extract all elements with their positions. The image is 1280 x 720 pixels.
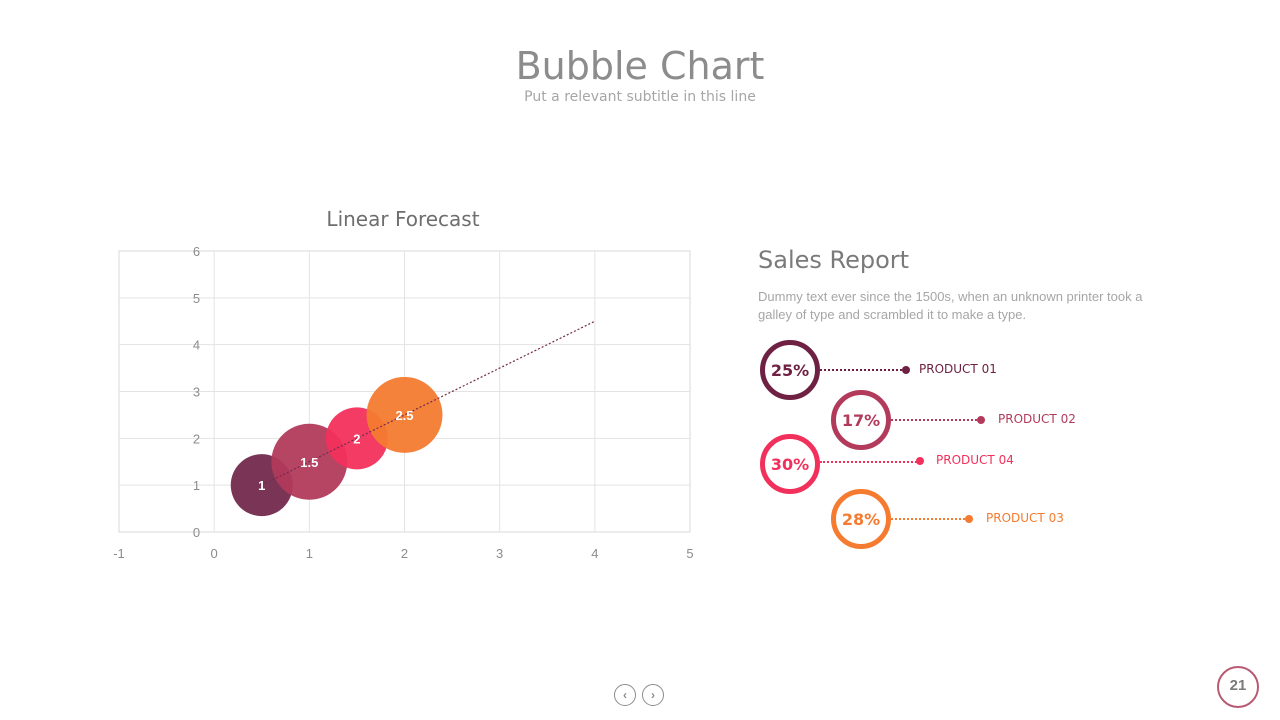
chart-title: Linear Forecast [326,207,480,231]
product-connector [891,419,981,421]
bubble-label: 1.5 [300,455,318,470]
product-label: PRODUCT 04 [936,453,1014,467]
product-ring-03: 28% [831,489,891,549]
page-number: 21 [1229,677,1247,694]
next-slide-button[interactable]: › [642,684,664,706]
chevron-left-icon: ‹ [623,688,627,702]
bubble-label: 2.5 [395,408,413,423]
x-tick-label: -1 [113,546,125,561]
bubble-label: 1 [258,478,265,493]
product-ring-04: 30% [760,434,820,494]
y-tick-label: 2 [193,431,200,446]
product-connector [891,518,969,520]
bubble-chart: -1 0 1 2 3 4 5 0 1 2 3 4 5 6 1 1.5 2 2.5 [113,244,693,561]
page-number-badge [1217,666,1259,708]
prev-slide-button[interactable]: ‹ [614,684,636,706]
report-text: Dummy text ever since the 1500s, when an… [758,289,1143,322]
product-label: PRODUCT 02 [998,412,1076,426]
connector-dot [902,366,910,374]
bubble-label: 2 [353,431,360,446]
report-title: Sales Report [758,246,910,274]
x-tick-label: 5 [686,546,693,561]
trendline [261,320,596,486]
slide-title: Bubble Chart [515,44,765,88]
product-percent: 30% [770,454,810,474]
y-tick-label: 4 [193,338,200,353]
slide-subtitle: Put a relevant subtitle in this line [524,89,756,105]
product-ring-01: 25% [760,340,820,400]
y-tick-label: 6 [193,244,200,259]
product-ring-02: 17% [831,390,891,450]
product-connector [820,369,906,371]
x-tick-label: 1 [306,546,313,561]
y-tick-label: 3 [193,385,200,400]
product-percent: 25% [770,360,810,380]
x-tick-label: 0 [211,546,218,561]
x-tick-label: 2 [401,546,408,561]
product-label: PRODUCT 01 [919,362,997,376]
product-connector [820,461,920,463]
y-tick-label: 1 [193,478,200,493]
connector-dot [977,416,985,424]
connector-dot [965,515,973,523]
product-label: PRODUCT 03 [986,511,1064,525]
product-percent: 17% [841,410,881,430]
y-tick-label: 5 [193,291,200,306]
chevron-right-icon: › [651,688,655,702]
x-tick-label: 4 [591,546,598,561]
x-tick-label: 3 [496,546,503,561]
product-percent: 28% [841,509,881,529]
connector-dot [916,457,924,465]
y-tick-label: 0 [193,525,200,540]
bubble [366,376,443,453]
